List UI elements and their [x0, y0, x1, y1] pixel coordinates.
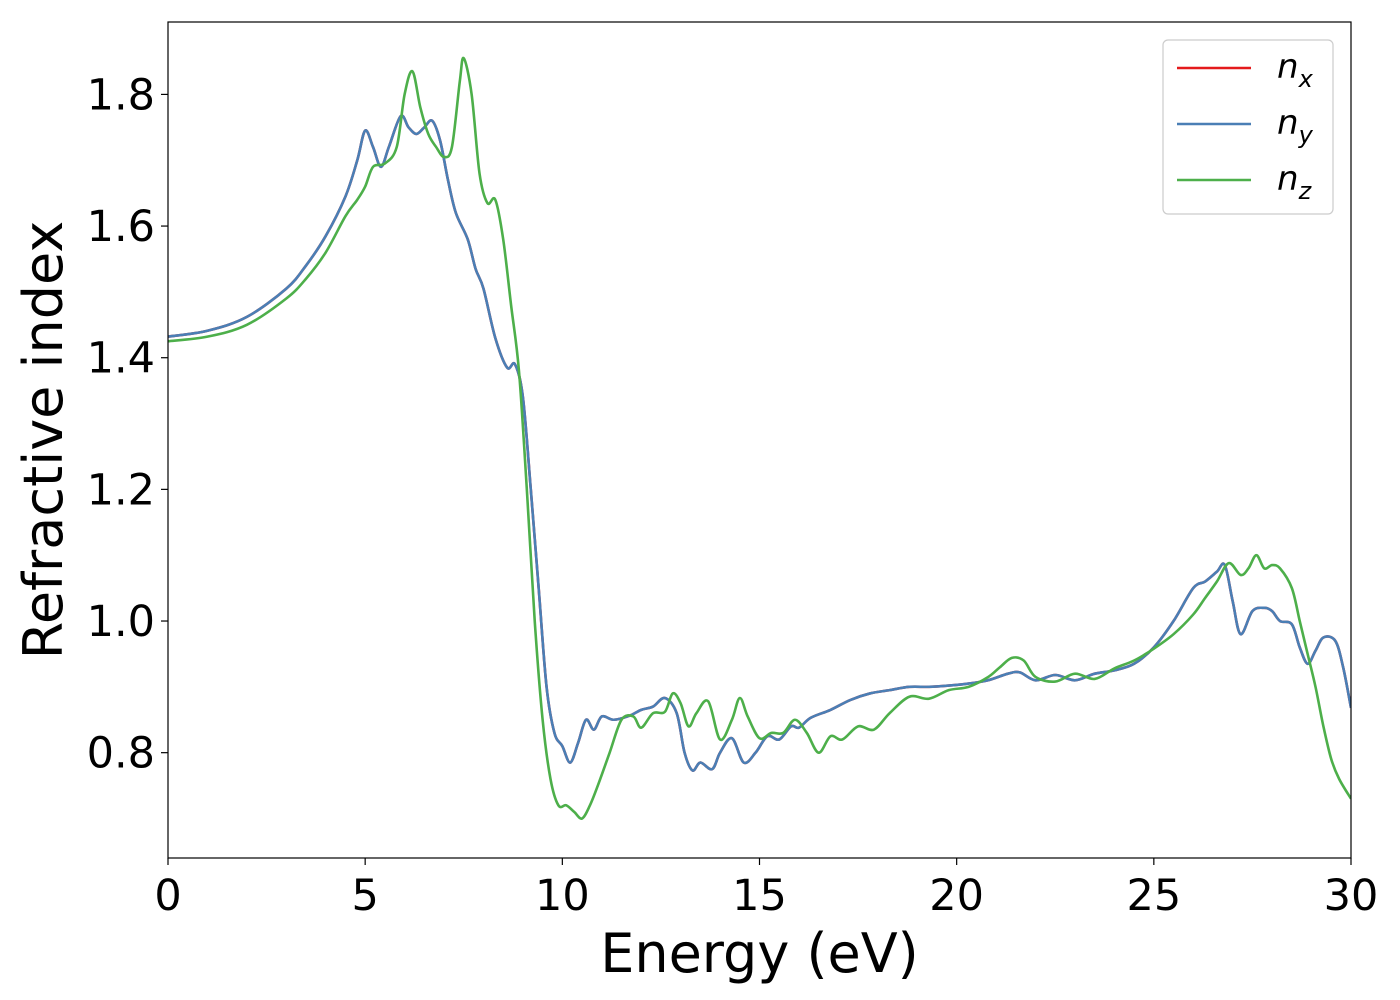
y-axis-label: Refractive index: [12, 221, 75, 660]
y-tick-label: 1.6: [87, 202, 155, 252]
legend-label-nx: nx: [1277, 47, 1314, 93]
legend-label-ny: ny: [1277, 103, 1314, 149]
x-tick-label: 10: [535, 871, 590, 921]
x-axis-ticks: 0 5 10 15 20 25 30: [154, 858, 1378, 921]
y-axis-ticks: 0.8 1.0 1.2 1.4 1.6 1.8: [87, 70, 168, 779]
y-tick-label: 1.2: [87, 465, 155, 515]
legend-box: [1162, 39, 1334, 215]
x-tick-label: 20: [929, 871, 984, 921]
x-tick-label: 0: [154, 871, 181, 921]
series-line-ny: [168, 114, 1351, 772]
x-tick-label: 5: [351, 871, 378, 921]
legend-label-nz: nz: [1277, 159, 1313, 205]
x-tick-label: 15: [732, 871, 787, 921]
x-tick-label: 30: [1324, 871, 1379, 921]
y-tick-label: 1.4: [87, 334, 155, 384]
legend: nx ny nz: [1162, 39, 1334, 215]
x-axis-label: Energy (eV): [600, 922, 919, 985]
y-tick-label: 1.0: [87, 597, 155, 647]
plot-lines: [168, 56, 1351, 820]
y-tick-label: 0.8: [87, 729, 155, 779]
y-tick-label: 1.8: [87, 70, 155, 120]
x-tick-label: 25: [1126, 871, 1181, 921]
series-line-nz: [168, 56, 1351, 820]
